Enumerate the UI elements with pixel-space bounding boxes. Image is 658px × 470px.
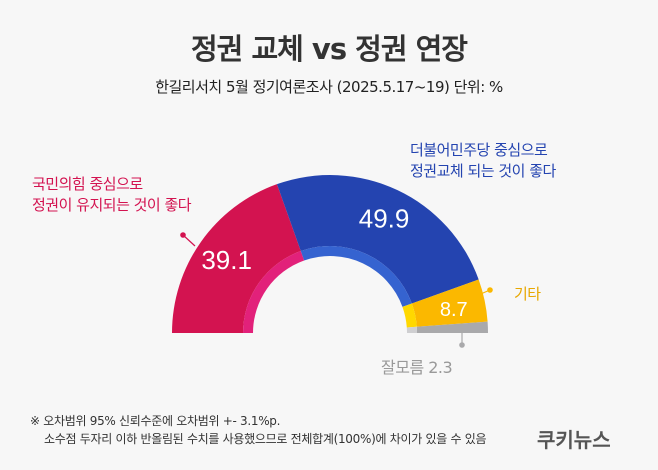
slice-2 (411, 279, 488, 327)
slice-0 (172, 184, 301, 333)
label-line: 더불어민주당 중심으로 (410, 141, 548, 159)
label-dont-know: 잘모름 2.3 (381, 358, 453, 377)
footnote: ※ 오차범위 95% 신뢰수준에 오차범위 +- 3.1%p. 소수점 두자리 … (30, 412, 486, 448)
label-other: 기타 (514, 285, 541, 303)
chart-title: 정권 교체 vs 정권 연장 (191, 32, 468, 66)
leader-dot-1 (392, 193, 398, 199)
footnote-line: 소수점 두자리 이하 반올림된 수치를 사용했으므로 전체합계(100%)에 차… (44, 432, 487, 446)
value-label-1: 49.9 (359, 204, 410, 234)
slice-inner-ring-2 (402, 303, 417, 328)
label-line: 정권교체 되는 것이 좋다 (410, 162, 556, 180)
label-keep-regime: 국민의힘 중심으로 정권이 유지되는 것이 좋다 (32, 174, 192, 216)
slice-inner-ring-0 (243, 251, 305, 333)
leader-dot-3 (459, 342, 465, 348)
value-label-2: 8.7 (440, 299, 468, 321)
slice-inner-ring-3 (406, 326, 417, 333)
footnote-line: ※ 오차범위 95% 신뢰수준에 오차범위 +- 3.1%p. (30, 414, 281, 428)
value-label-0: 39.1 (201, 245, 252, 275)
label-change-regime: 더불어민주당 중심으로 정권교체 되는 것이 좋다 (410, 140, 556, 182)
slice-1 (276, 175, 479, 304)
logo: 쿠키뉴스 (537, 428, 611, 452)
chart-subtitle: 한길리서치 5월 정기여론조사 (2025.5.17~19) 단위: % (155, 78, 503, 96)
slice-3 (416, 321, 488, 333)
slice-inner-ring-1 (300, 246, 412, 307)
leader-dot-0 (180, 232, 186, 238)
label-line: 정권이 유지되는 것이 좋다 (32, 196, 192, 214)
label-line: 국민의힘 중심으로 (32, 175, 143, 193)
leader-dot-2 (487, 287, 493, 293)
